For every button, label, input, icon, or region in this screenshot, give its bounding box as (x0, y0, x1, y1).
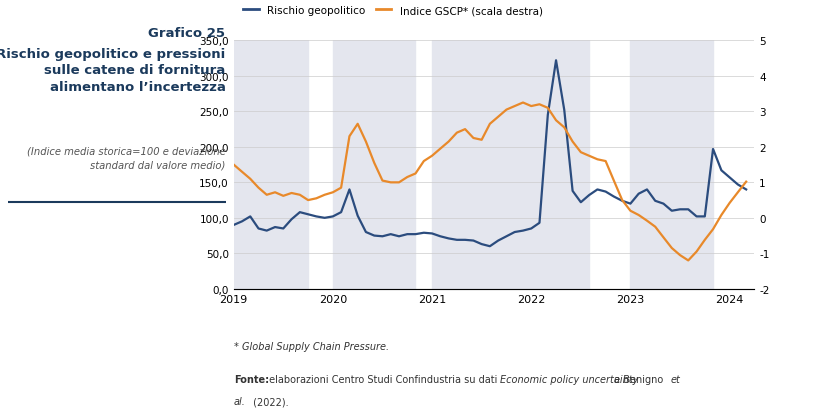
Text: Rischio geopolitico e pressioni
sulle catene di fornitura
alimentano l’incertezz: Rischio geopolitico e pressioni sulle ca… (0, 47, 225, 93)
Text: al.: al. (233, 396, 245, 406)
Text: * Global Supply Chain Pressure.: * Global Supply Chain Pressure. (233, 341, 388, 351)
Legend: Rischio geopolitico, Indice GSCP* (scala destra): Rischio geopolitico, Indice GSCP* (scala… (238, 2, 546, 20)
Text: Fonte:: Fonte: (233, 374, 269, 384)
Text: Grafico 25: Grafico 25 (148, 27, 225, 40)
Text: e Benigno: e Benigno (610, 374, 666, 384)
Bar (630, 41, 712, 289)
Text: Economic policy uncertainty: Economic policy uncertainty (500, 374, 638, 384)
Text: (2022).: (2022). (250, 396, 288, 406)
Bar (432, 41, 588, 289)
Bar (233, 41, 308, 289)
Text: et: et (670, 374, 680, 384)
Text: elaborazioni Centro Studi Confindustria su dati: elaborazioni Centro Studi Confindustria … (266, 374, 500, 384)
Text: (Indice media storica=100 e deviazione
standard dal valore medio): (Indice media storica=100 e deviazione s… (26, 147, 225, 170)
Bar (333, 41, 414, 289)
